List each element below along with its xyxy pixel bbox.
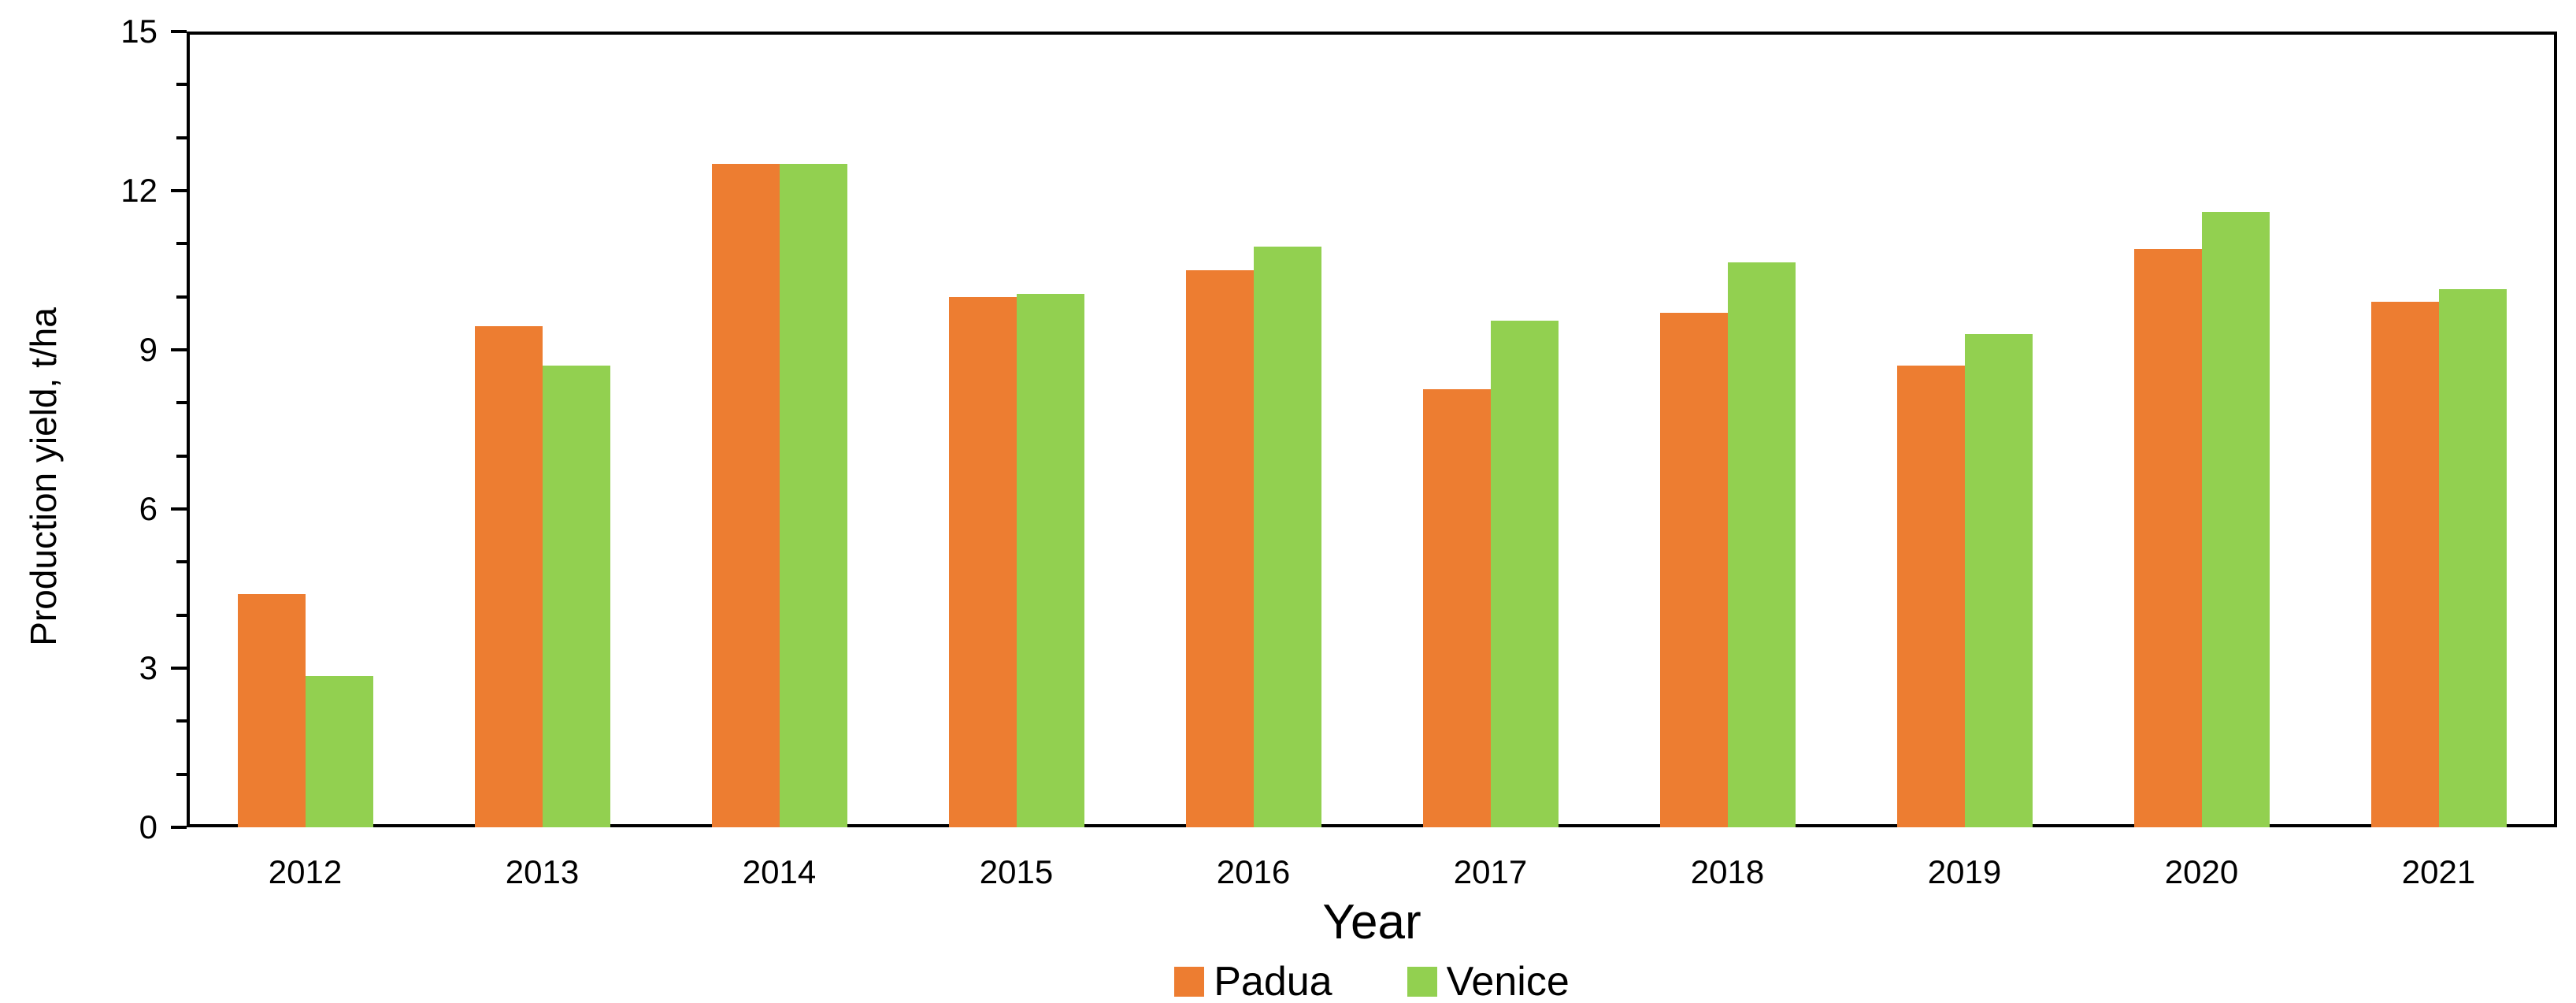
y-axis-tick-label: 15 [120,13,158,50]
bar-venice-2014 [780,164,847,827]
bar-venice-2015 [1017,294,1084,827]
bar-padua-2021 [2371,302,2439,827]
y-axis-tick-label: 3 [139,649,158,686]
bar-venice-2020 [2202,212,2270,827]
bar-padua-2013 [475,326,543,827]
legend-label: Venice [1446,959,1570,1003]
legend-label: Padua [1214,959,1332,1003]
x-axis-tick-label: 2021 [2401,853,2476,890]
bar-venice-2021 [2439,289,2507,827]
legend: Padua Venice [187,960,2557,1003]
x-axis-tick-label: 2012 [268,853,343,890]
y-axis-minor-tick [176,83,187,87]
y-axis-tick-label: 6 [139,490,158,527]
y-axis-minor-tick [176,560,187,564]
x-axis-tick-label: 2015 [979,853,1054,890]
bar-padua-2017 [1423,389,1491,827]
legend-item-venice: Venice [1407,960,1570,1003]
y-axis-tick-label: 0 [139,808,158,845]
legend-item-padua: Padua [1174,960,1332,1003]
bar-padua-2016 [1186,270,1254,827]
y-axis-minor-tick [176,454,187,458]
y-axis-minor-tick [176,772,187,776]
x-axis-tick-label: 2016 [1216,853,1291,890]
y-axis-major-tick [171,667,187,670]
bar-venice-2012 [306,676,373,827]
y-axis-minor-tick [176,613,187,617]
bar-padua-2015 [949,297,1017,827]
legend-swatch-venice [1407,967,1437,997]
y-axis-minor-tick [176,719,187,723]
x-axis-tick-label: 2017 [1453,853,1528,890]
y-axis-major-tick [171,348,187,351]
bar-venice-2018 [1728,262,1796,827]
y-axis-minor-tick [176,401,187,405]
y-axis-major-tick [171,826,187,829]
x-axis-tick-label: 2014 [742,853,817,890]
y-axis-major-tick [171,507,187,511]
y-axis-minor-tick [176,242,187,246]
x-axis-tick-label: 2013 [505,853,580,890]
bar-padua-2019 [1897,366,1965,827]
bar-padua-2014 [712,164,780,827]
legend-swatch-padua [1174,967,1205,997]
x-axis-tick-label: 2020 [2164,853,2239,890]
x-axis-tick-label: 2018 [1690,853,1765,890]
x-axis-tick-label: 2019 [1927,853,2002,890]
y-axis-tick-label: 12 [120,172,158,209]
bar-padua-2020 [2134,249,2202,827]
bar-venice-2017 [1491,321,1559,827]
bar-venice-2019 [1965,334,2033,827]
bar-venice-2016 [1254,247,1321,827]
x-axis-title: Year [1322,895,1421,949]
y-axis-major-tick [171,189,187,192]
y-axis-minor-tick [176,136,187,139]
y-axis-tick-label: 9 [139,331,158,368]
bar-venice-2013 [543,366,610,827]
bar-padua-2012 [238,594,306,827]
bar-padua-2018 [1660,313,1728,827]
y-axis-major-tick [171,30,187,33]
y-axis-minor-tick [176,295,187,299]
